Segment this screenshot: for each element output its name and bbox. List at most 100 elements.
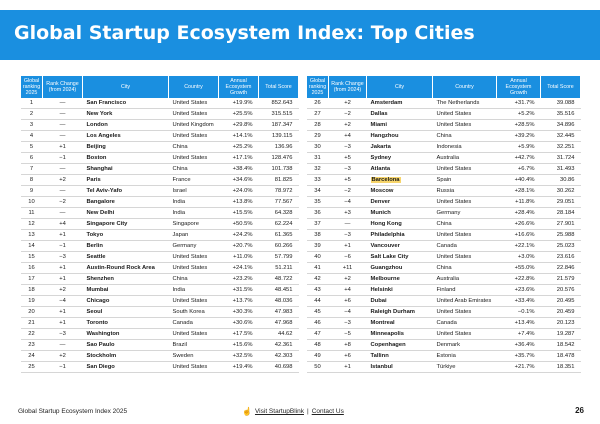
city-cell: Chicago: [82, 295, 169, 307]
rank-change-cell: —: [42, 130, 83, 142]
score-cell: 48.036: [258, 295, 299, 307]
table-row: 33 +5 Barcelona Spain +40.4% 30.86: [306, 174, 581, 186]
contact-us-link[interactable]: Contact Us: [311, 408, 344, 415]
rank-cell: 40: [306, 251, 329, 263]
table-row: 11— New Delhi India +15.5% 64.328: [20, 207, 299, 219]
rank-change-cell: +11: [328, 262, 367, 274]
score-cell: 25.023: [540, 240, 581, 252]
country-cell: United States: [168, 130, 219, 142]
growth-cell: +13.4%: [496, 317, 541, 329]
city-cell: Seoul: [82, 306, 169, 318]
visit-startupblink-link[interactable]: Visit StartupBlink: [254, 408, 304, 415]
rank-change-cell: +4: [328, 284, 367, 296]
growth-cell: +23.2%: [218, 273, 259, 285]
city-cell: Melbourne: [366, 273, 433, 285]
growth-cell: +39.2%: [496, 130, 541, 142]
city-cell: Hong Kong: [366, 218, 433, 230]
country-cell: Singapore: [168, 218, 219, 230]
rank-cell: 30: [306, 141, 329, 153]
rank-cell: 12: [20, 218, 43, 230]
country-cell: The Netherlands: [432, 98, 497, 109]
rank-cell: 3: [20, 119, 43, 131]
country-cell: Sweden: [168, 350, 219, 362]
rank-cell: 24: [20, 350, 43, 362]
growth-cell: +40.4%: [496, 174, 541, 186]
country-cell: United States: [432, 328, 497, 340]
growth-cell: +5.9%: [496, 141, 541, 153]
rank-cell: 29: [306, 130, 329, 142]
table-row: 5 +1 Beijing China +25.2% 136.96: [20, 141, 299, 153]
country-cell: Denmark: [432, 339, 497, 351]
table-row: 8 +2 Paris France +34.6% 81.825: [20, 174, 299, 186]
table-row: 26 +2 Amsterdam The Netherlands +31.7% 39.088: [306, 98, 581, 109]
table-header-row: Global ranking 2025 Rank Change (from 20…: [306, 76, 581, 98]
score-cell: 44.62: [258, 328, 299, 340]
table-row: 31 +5 Sydney Australia +42.7% 31.724: [306, 152, 581, 164]
table-row: 34 −2 Moscow Russia +28.1% 30.262: [306, 185, 581, 197]
right-table-body: 26 +2 Amsterdam The Netherlands +31.7% 39.088…: [306, 98, 581, 373]
rank-change-cell: —: [42, 207, 83, 219]
rank-cell: 7: [20, 163, 43, 175]
rank-change-cell: +2: [328, 273, 367, 285]
rank-change-cell: +2: [328, 119, 367, 131]
growth-cell: +25.2%: [218, 141, 259, 153]
score-cell: 101.738: [258, 163, 299, 175]
table-row: 46 −3 Montreal Canada +13.4% 20.123: [306, 317, 581, 329]
rankings-table-left: Global ranking 2025 Rank Change (from 20…: [20, 76, 299, 373]
rank-cell: 22: [20, 328, 43, 340]
score-cell: 61.365: [258, 229, 299, 241]
country-cell: China: [168, 273, 219, 285]
country-cell: Indonesia: [432, 141, 497, 153]
country-cell: France: [168, 174, 219, 186]
growth-cell: +22.8%: [496, 273, 541, 285]
table-row: 20 +1 Seoul South Korea +30.3% 47.983: [20, 306, 299, 318]
table-row: 10 −2 Bangalore India +13.8% 77.567: [20, 196, 299, 208]
rank-cell: 10: [20, 196, 43, 208]
table-row: 9— Tel Aviv-Yafo Israel +24.0% 78.972: [20, 185, 299, 197]
city-cell: New York: [82, 108, 169, 120]
highlighted-city: Barcelona: [370, 177, 401, 183]
rank-change-cell: —: [42, 98, 83, 109]
score-cell: 128.476: [258, 152, 299, 164]
growth-cell: +25.5%: [218, 108, 259, 120]
table-row: 41 +11 Guangzhou China +55.0% 22.846: [306, 262, 581, 274]
growth-cell: +3.0%: [496, 251, 541, 263]
footer-report-name: Global Startup Ecosystem Index 2025: [18, 408, 128, 415]
city-cell: Guangzhou: [366, 262, 433, 274]
country-cell: India: [168, 196, 219, 208]
country-cell: India: [168, 207, 219, 219]
growth-cell: +7.4%: [496, 328, 541, 340]
city-cell: Tel Aviv-Yafo: [82, 185, 169, 197]
table-row: 16 +1 Austin-Round Rock Area United States +…: [20, 262, 299, 274]
growth-cell: +42.7%: [496, 152, 541, 164]
rank-change-cell: +1: [42, 317, 83, 329]
rank-change-cell: +6: [328, 350, 367, 362]
rank-change-cell: +5: [328, 152, 367, 164]
table-row: 37— Hong Kong China +26.6% 27.901: [306, 218, 581, 230]
city-cell: Barcelona: [366, 174, 433, 186]
rank-cell: 41: [306, 262, 329, 274]
table-row: 43 +4 Helsinki Finland +23.6% 20.576: [306, 284, 581, 296]
score-cell: 77.567: [258, 196, 299, 208]
rank-change-cell: +1: [328, 240, 367, 252]
score-cell: 34.896: [540, 119, 581, 131]
table-row: 24 +2 Stockholm Sweden +32.5% 42.303: [20, 350, 299, 362]
city-cell: Bangalore: [82, 196, 169, 208]
score-cell: 47.983: [258, 306, 299, 318]
table-row: 38 −3 Philadelphia United States +16.6% 25.98…: [306, 229, 581, 241]
rank-cell: 44: [306, 295, 329, 307]
growth-cell: +32.5%: [218, 350, 259, 362]
footer-links: ☝ Visit StartupBlink | Contact Us: [242, 407, 344, 416]
page-title: Global Startup Ecosystem Index: Top Citi…: [14, 22, 475, 44]
score-cell: 31.493: [540, 163, 581, 175]
growth-cell: +31.7%: [496, 98, 541, 109]
growth-cell: +17.5%: [218, 328, 259, 340]
score-cell: 48.722: [258, 273, 299, 285]
country-cell: Brazil: [168, 339, 219, 351]
cursor-hand-icon: ☝: [242, 407, 252, 416]
growth-cell: +28.4%: [496, 207, 541, 219]
table-row: 14 −1 Berlin Germany +20.7% 60.266: [20, 240, 299, 252]
table-row: 35 −4 Denver United States +11.8% 29.051: [306, 196, 581, 208]
country-cell: Spain: [432, 174, 497, 186]
header-total-score: Total Score: [258, 76, 299, 98]
